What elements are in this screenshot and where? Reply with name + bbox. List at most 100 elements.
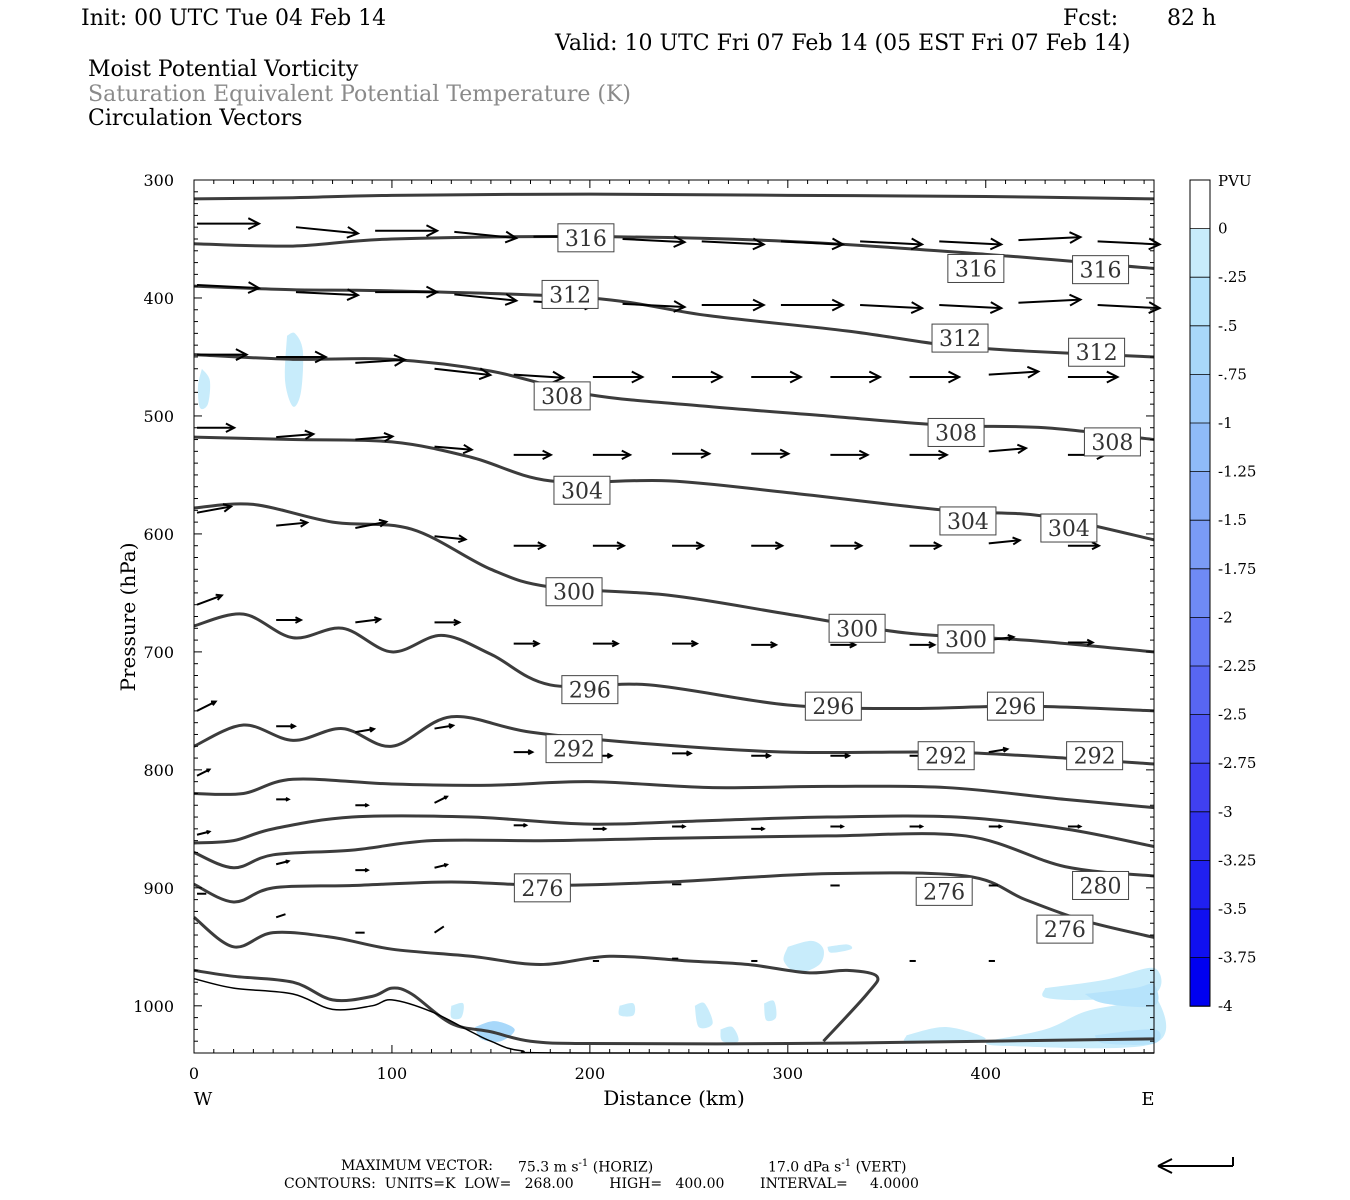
contour-label-text: 276 — [521, 877, 563, 902]
colorbar-label: 0 — [1218, 220, 1228, 238]
circulation-vector — [672, 541, 706, 551]
contour-label-text: 304 — [947, 510, 989, 535]
circulation-vector — [939, 301, 1004, 314]
circulation-vector — [751, 370, 804, 384]
circulation-vector — [355, 431, 395, 443]
circulation-vector — [454, 230, 519, 244]
colorbar-swatch — [1190, 666, 1210, 715]
colorbar-label: -2.75 — [1218, 754, 1256, 772]
pv-region — [827, 944, 853, 953]
contour-label-text: 296 — [812, 695, 854, 720]
contour-label: 304 — [553, 475, 611, 505]
circulation-vector — [355, 726, 377, 734]
circulation-vector — [1067, 824, 1083, 829]
contour-label-text: 308 — [541, 385, 583, 410]
circulation-vector — [196, 281, 262, 294]
circulation-vector — [909, 370, 962, 384]
circulation-vector — [196, 593, 224, 606]
circulation-vector — [276, 350, 328, 364]
pv-region — [783, 940, 824, 973]
field-title-mpv: Moist Potential Vorticity — [88, 57, 359, 82]
forecast-label: Fcst: — [1063, 6, 1119, 31]
x-tick-label: 100 — [377, 1064, 408, 1083]
circulation-vector — [1097, 237, 1162, 251]
east-label: E — [1141, 1089, 1154, 1110]
circulation-vector — [909, 824, 925, 829]
circulation-vector — [1067, 638, 1095, 647]
contour-label: 316 — [557, 223, 615, 253]
circulation-vector — [780, 237, 846, 251]
contour-label: 316 — [1072, 255, 1130, 285]
contour-label-text: 312 — [939, 327, 981, 352]
circulation-vector — [830, 370, 883, 384]
circulation-vector — [196, 829, 212, 836]
circulation-vector — [375, 285, 440, 299]
pv-region — [903, 1027, 986, 1044]
contour-label-text: 316 — [1080, 259, 1122, 284]
y-tick-label: 400 — [143, 289, 174, 308]
circulation-vector — [454, 293, 519, 306]
contour-label: 296 — [986, 691, 1044, 721]
contour-label-text: 292 — [1074, 745, 1116, 770]
circulation-vector — [434, 723, 456, 730]
colorbar-label: -.25 — [1218, 268, 1247, 286]
colorbar-swatch — [1190, 909, 1210, 958]
field-title-vectors: Circulation Vectors — [88, 106, 303, 131]
contour-label-text: 292 — [925, 745, 967, 770]
circulation-vector — [276, 518, 310, 528]
contour-label-text: 316 — [565, 227, 607, 252]
circulation-vector — [909, 641, 937, 649]
circulation-vector — [355, 802, 370, 808]
valid-time: Valid: 10 UTC Fri 07 Feb 14 (05 EST Fri … — [555, 31, 1131, 56]
isentrope-312 — [193, 284, 1155, 359]
init-time: Init: 00 UTC Tue 04 Feb 14 — [81, 6, 387, 31]
circulation-vector — [592, 639, 620, 648]
y-axis-label: Pressure (hPa) — [116, 543, 140, 692]
contour-label: 312 — [541, 279, 599, 309]
circulation-vector — [513, 449, 554, 460]
circulation-vector — [751, 448, 791, 459]
contour-label: 304 — [1040, 513, 1098, 543]
axes: 300 400 500 600 700 800 900 1000 0 100 200 300 400 — [133, 171, 1155, 1083]
circulation-vector — [355, 518, 389, 530]
circulation-vector — [434, 618, 462, 627]
isentrope-268 — [193, 968, 1155, 1046]
contour-label: 276 — [513, 873, 571, 903]
contour-label-text: 296 — [569, 679, 611, 704]
circulation-vector — [513, 541, 547, 551]
circulation-vector — [275, 913, 286, 919]
contour-labels: 316 316 316 312 312 312 308 308 308 304 304 304 300 3… — [513, 223, 1141, 944]
contour-label: 312 — [931, 323, 989, 353]
contour-label: 316 — [947, 253, 1005, 283]
circulation-vector — [830, 641, 858, 649]
colorbar-label: -3.25 — [1218, 851, 1256, 869]
circulation-vector — [672, 824, 687, 829]
circulation-vector — [672, 639, 700, 648]
pv-region — [764, 1000, 777, 1022]
circulation-vector — [375, 224, 440, 238]
contour-label: 292 — [917, 741, 975, 771]
contour-label-text: 304 — [561, 479, 603, 504]
colorbar-label: -1.5 — [1218, 511, 1247, 529]
contour-label-text: 276 — [1044, 918, 1086, 943]
colorbar-label: -.5 — [1218, 317, 1237, 335]
circulation-vector — [909, 541, 943, 551]
circulation-vector — [592, 826, 608, 832]
contour-label: 312 — [1068, 337, 1126, 367]
contour-label-text: 312 — [1076, 341, 1118, 366]
circulation-vector — [988, 365, 1041, 379]
circulation-vector — [672, 750, 693, 757]
max-vector-vertical: 17.0 dPa s-1 (VERT) — [768, 1158, 907, 1176]
circulation-vector — [622, 235, 687, 248]
circulation-vector — [355, 867, 370, 873]
colorbar-swatch — [1190, 860, 1210, 909]
circulation-vector — [751, 826, 766, 832]
isentrope-280 — [193, 832, 1155, 878]
contour-label-text: 296 — [994, 695, 1036, 720]
pv-region — [197, 368, 211, 410]
pv-region — [450, 1002, 464, 1020]
circulation-vector — [592, 449, 633, 460]
circulation-vector — [276, 797, 291, 802]
pv-region — [1084, 983, 1159, 1008]
contour-label: 292 — [545, 734, 603, 764]
